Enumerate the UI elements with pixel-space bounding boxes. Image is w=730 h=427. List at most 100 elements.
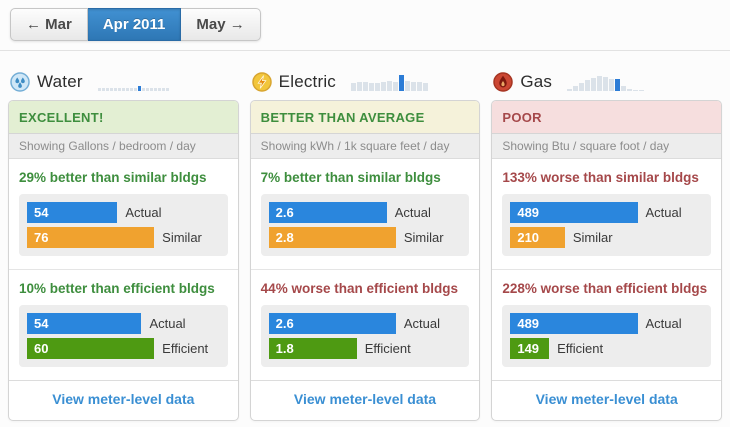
comparison-section: 228% worse than efficient bldgs 489 Actu…: [492, 269, 722, 380]
value-bar: 489: [510, 202, 638, 223]
sparkline-bar: [125, 88, 129, 91]
comparison-headline: 228% worse than efficient bldgs: [502, 281, 708, 296]
comparison-headline: 7% better than similar bldgs: [260, 170, 441, 185]
value-bar: 54: [27, 202, 118, 223]
bar-label: Similar: [162, 230, 202, 245]
bar-chart-panel: 54 Actual 60 Efficient: [19, 305, 228, 367]
sparkline-bar: [585, 80, 591, 91]
sparkline-bar: [153, 88, 157, 91]
sparkline-bar: [633, 90, 639, 91]
sparkline-bar: [417, 82, 423, 91]
bar-label: Actual: [645, 316, 682, 331]
sparkline-bar: [165, 88, 169, 91]
sparkline-bar: [573, 86, 579, 91]
bar-label: Actual: [394, 205, 431, 220]
sparkline-bar: [597, 76, 603, 91]
value-bar: 489: [510, 313, 638, 334]
sparkline-bar: [157, 88, 161, 91]
comparison-section: 10% better than efficient bldgs 54 Actua…: [9, 269, 238, 380]
bar-value: 2.6: [275, 205, 294, 220]
sparkline-bar: [109, 88, 113, 91]
sparkline-bar: [609, 79, 615, 91]
bar-row: 489 Actual: [510, 202, 703, 223]
comparison-headline: 10% better than efficient bldgs: [19, 281, 215, 296]
bar-row: 489 Actual: [510, 313, 703, 334]
sparkline-bar: [105, 88, 109, 91]
unit-caption: Showing Gallons / bedroom / day: [9, 134, 238, 159]
comparison-sections: 133% worse than similar bldgs 489 Actual…: [492, 159, 722, 380]
comparison-sections: 29% better than similar bldgs 54 Actual …: [9, 159, 238, 380]
gas-card: Gas POOR Showing Btu / square foot / day…: [491, 71, 723, 421]
sparkline-bar: [627, 89, 633, 91]
value-bar: 60: [27, 338, 155, 359]
sparkline-bar: [101, 88, 105, 91]
sparkline-bar: [161, 88, 165, 91]
value-bar: 1.8: [268, 338, 357, 359]
comparison-section: 29% better than similar bldgs 54 Actual …: [9, 159, 238, 269]
bar-value: 2.6: [275, 316, 294, 331]
bar-label: Actual: [125, 205, 162, 220]
value-bar: 2.8: [268, 227, 396, 248]
bar-value: 76: [34, 230, 49, 245]
sparkline-bar: [117, 88, 121, 91]
bar-value: 54: [34, 316, 49, 331]
bar-row: 60 Efficient: [27, 338, 220, 359]
sparkline-bar: [369, 83, 375, 91]
comparison-section: 7% better than similar bldgs 2.6 Actual …: [251, 159, 480, 269]
month-nav: ← Mar Apr 2011 May →: [0, 0, 730, 41]
bar-label: Actual: [149, 316, 186, 331]
prev-month-button[interactable]: ← Mar: [10, 8, 88, 41]
bar-row: 2.8 Similar: [268, 227, 462, 248]
bar-value: 489: [517, 316, 540, 331]
view-meter-level-data-link[interactable]: View meter-level data: [293, 391, 437, 407]
card-footer: View meter-level data: [9, 380, 238, 420]
card-footer: View meter-level data: [250, 380, 480, 420]
value-bar: 2.6: [268, 202, 387, 223]
value-bar: 210: [510, 227, 565, 248]
bar-label: Similar: [572, 230, 613, 245]
bar-row: 1.8 Efficient: [268, 338, 462, 359]
card-footer: View meter-level data: [492, 380, 722, 420]
sparkline-bar: [639, 90, 645, 91]
usage-distribution-sparkline: [567, 73, 645, 91]
sparkline-bar: [405, 81, 411, 91]
bar-row: 2.6 Actual: [268, 202, 462, 223]
bar-label: Actual: [645, 205, 682, 220]
sparkline-bar: [113, 88, 117, 91]
bar-value: 54: [34, 205, 49, 220]
value-bar: 149: [510, 338, 550, 359]
utility-cards: Water EXCELLENT! Showing Gallons / bedro…: [0, 51, 730, 421]
card-title: Gas: [520, 72, 553, 91]
bar-row: 210 Similar: [510, 227, 703, 248]
sparkline-bar: [357, 82, 363, 91]
bar-row: 2.6 Actual: [268, 313, 462, 334]
current-month-button[interactable]: Apr 2011: [87, 8, 182, 41]
card-title: Water: [37, 72, 83, 91]
bar-chart-panel: 2.6 Actual 1.8 Efficient: [260, 305, 470, 367]
usage-distribution-sparkline: [97, 73, 170, 91]
bar-value: 2.8: [275, 230, 294, 245]
sparkline-bar: [381, 82, 387, 91]
bar-value: 60: [34, 341, 49, 356]
status-banner: EXCELLENT!: [9, 101, 238, 134]
view-meter-level-data-link[interactable]: View meter-level data: [52, 391, 195, 407]
water-card: Water EXCELLENT! Showing Gallons / bedro…: [8, 71, 239, 421]
view-meter-level-data-link[interactable]: View meter-level data: [535, 391, 678, 407]
sparkline-bar: [149, 88, 153, 91]
comparison-headline: 133% worse than similar bldgs: [502, 170, 699, 185]
sparkline-bar: [129, 88, 133, 91]
lightning-icon: [251, 72, 272, 92]
bar-value: 1.8: [275, 341, 294, 356]
bar-chart-panel: 54 Actual 76 Similar: [19, 194, 228, 256]
card-body: EXCELLENT! Showing Gallons / bedroom / d…: [8, 100, 239, 421]
card-title: Electric: [278, 72, 337, 91]
sparkline-bar: [133, 88, 137, 91]
next-month-button[interactable]: May →: [181, 8, 261, 41]
sparkline-bar: [591, 78, 597, 91]
card-body: BETTER THAN AVERAGE Showing kWh / 1k squ…: [249, 100, 481, 421]
sparkline-bar: [375, 83, 381, 91]
bar-row: 54 Actual: [27, 313, 220, 334]
header-divider: [0, 50, 730, 51]
bar-label: Similar: [403, 230, 444, 245]
